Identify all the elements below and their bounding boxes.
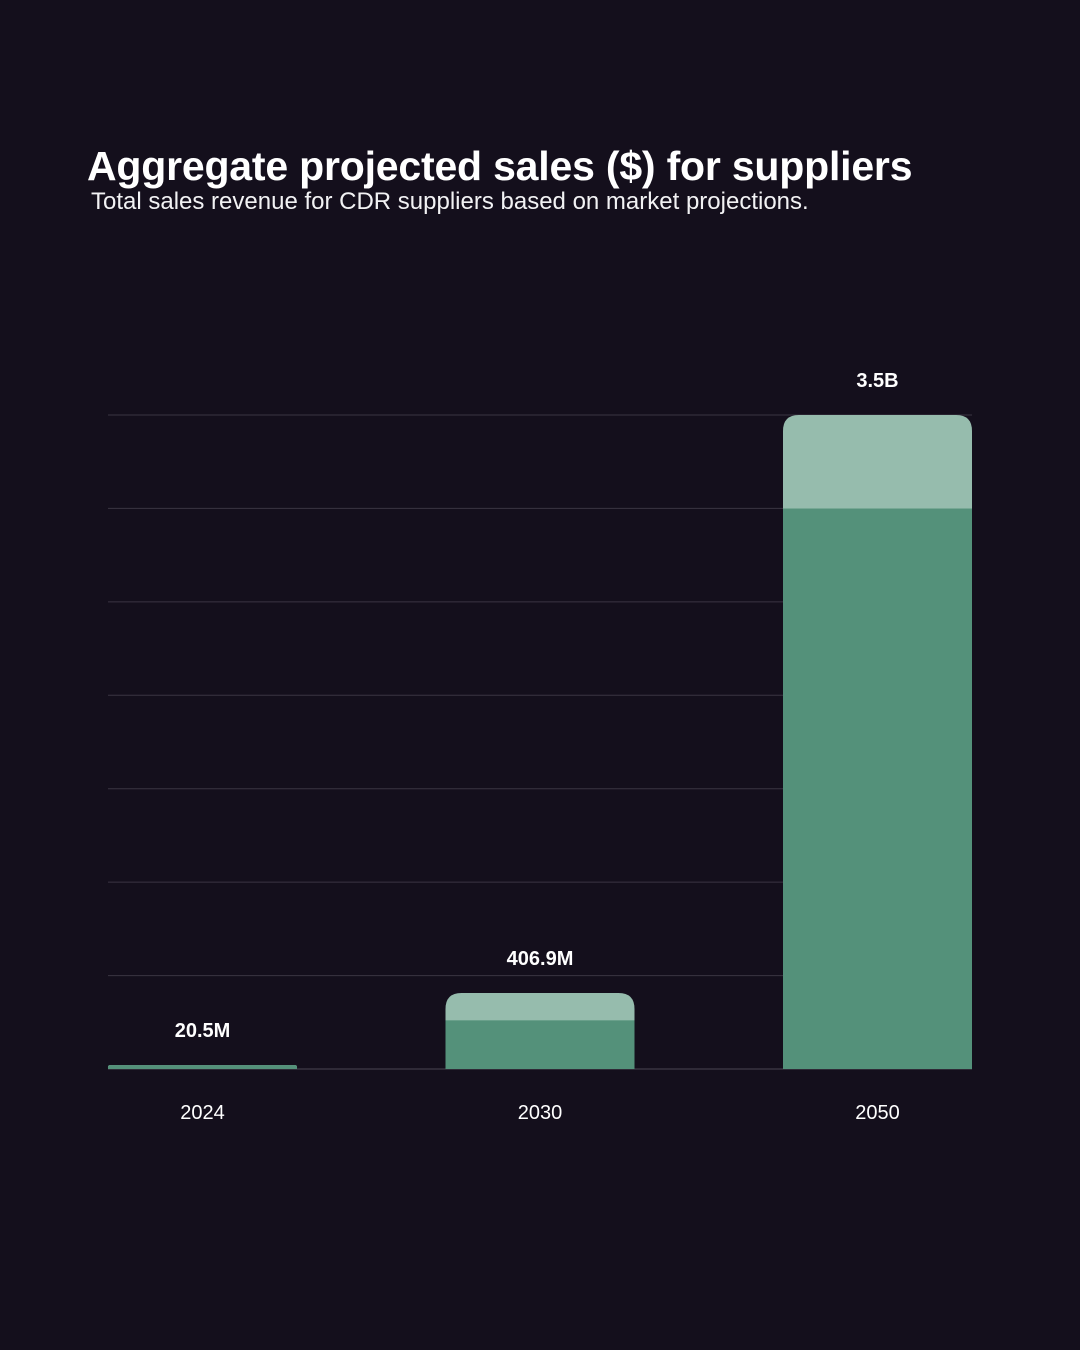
- bar-2024: [108, 1065, 297, 1069]
- x-axis-ticks: 2024 2030 2050: [180, 1102, 900, 1124]
- bar-base-segment: [783, 508, 972, 1070]
- chart-title: Aggregate projected sales ($) for suppli…: [87, 143, 913, 189]
- bars: [108, 415, 972, 1070]
- x-tick-label-2030: 2030: [518, 1102, 563, 1124]
- bar-2050: [783, 415, 972, 1070]
- bar-base-segment: [108, 1065, 297, 1069]
- x-tick-label-2050: 2050: [855, 1102, 900, 1124]
- chart-subtitle: Total sales revenue for CDR suppliers ba…: [91, 188, 809, 215]
- bar-base-segment: [445, 1020, 635, 1069]
- data-labels: 20.5M 406.9M 3.5B: [175, 370, 899, 1042]
- data-label-2050: 3.5B: [856, 370, 898, 392]
- bar-2030: [445, 992, 635, 1069]
- data-label-2024: 20.5M: [175, 1020, 231, 1042]
- data-label-2030: 406.9M: [507, 948, 574, 970]
- x-tick-label-2024: 2024: [180, 1102, 225, 1124]
